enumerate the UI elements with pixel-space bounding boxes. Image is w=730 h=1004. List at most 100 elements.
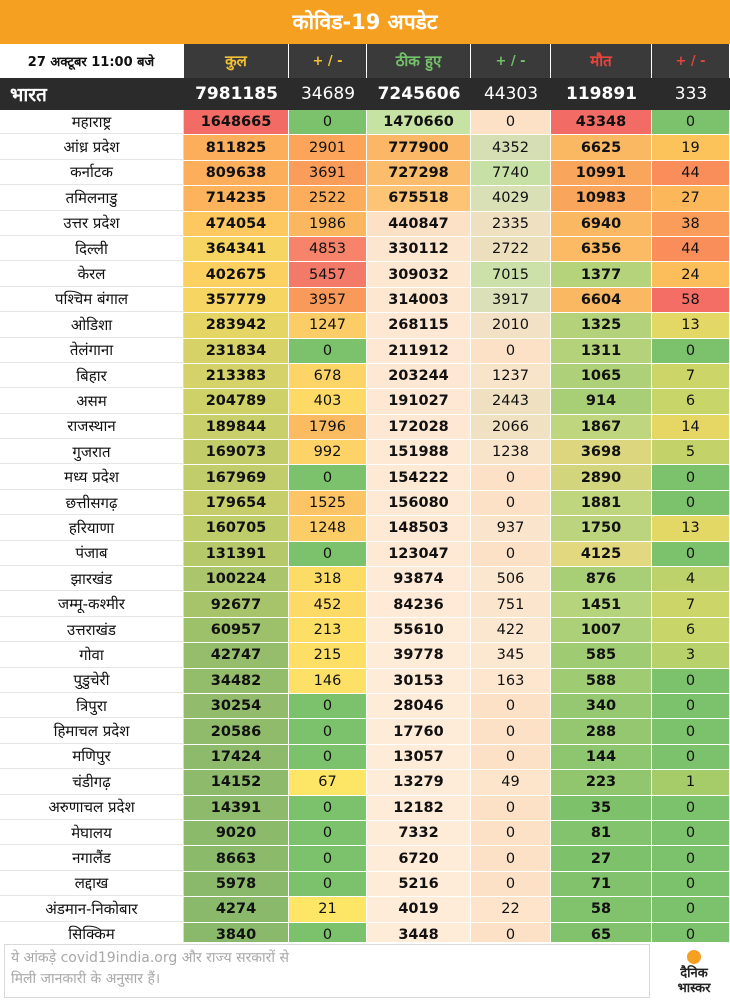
deaths: 288 <box>551 719 652 744</box>
deaths-change: 13 <box>652 313 730 338</box>
table-row: तेलंगाना 231834 0 211912 0 1311 0 <box>0 338 730 364</box>
deaths-change: 19 <box>652 135 730 160</box>
state-name: मध्य प्रदेश <box>0 465 184 490</box>
recovered: 7332 <box>367 820 471 846</box>
deaths-change: 6 <box>652 389 730 414</box>
deaths-change: 0 <box>652 338 730 363</box>
deaths-change: 0 <box>652 541 730 567</box>
deaths-change: 27 <box>652 186 730 211</box>
table-row: गुजरात 169073 992 151988 1238 3698 5 <box>0 440 730 466</box>
deaths-change: 24 <box>652 262 730 287</box>
table-row: मेघालय 9020 0 7332 0 81 0 <box>0 820 730 847</box>
deaths: 2890 <box>551 465 652 490</box>
column-header-total-change: + / - <box>289 44 367 78</box>
deaths: 10983 <box>551 186 652 211</box>
deaths-change: 6 <box>652 617 730 643</box>
deaths-change: 0 <box>652 668 730 693</box>
table-row: अंडमान-निकोबार 4274 21 4019 22 58 0 <box>0 897 730 923</box>
total-cases-change: 0 <box>289 693 367 719</box>
deaths: 3698 <box>551 440 652 465</box>
total-cases: 357779 <box>184 287 289 313</box>
recovered: 1470660 <box>367 110 471 135</box>
deaths-change: 4 <box>652 567 730 592</box>
deaths: 1311 <box>551 338 652 363</box>
state-name: अंडमान-निकोबार <box>0 897 184 922</box>
recovered-change: 1237 <box>471 363 551 389</box>
total-cases: 14152 <box>184 770 289 795</box>
recovered-change: 0 <box>471 110 551 135</box>
deaths-change: 14 <box>652 414 730 440</box>
recovered: 93874 <box>367 567 471 592</box>
total-cases-change: 452 <box>289 592 367 617</box>
recovered-change: 2443 <box>471 389 551 414</box>
table-row: उत्तर प्रदेश 474054 1986 440847 2335 6940 38 <box>0 211 730 237</box>
recovered-change: 163 <box>471 668 551 693</box>
column-header-deaths-change: + / - <box>652 44 730 78</box>
total-cases-change: 318 <box>289 567 367 592</box>
total-cases: 179654 <box>184 490 289 516</box>
table-row: उत्तराखंड 60957 213 55610 422 1007 6 <box>0 617 730 644</box>
deaths-change: 44 <box>652 160 730 186</box>
total-cases: 42747 <box>184 643 289 668</box>
table-row: अरुणाचल प्रदेश 14391 0 12182 0 35 0 <box>0 795 730 821</box>
deaths-change: 0 <box>652 693 730 719</box>
recovered: 156080 <box>367 490 471 516</box>
table-row: जम्मू-कश्मीर 92677 452 84236 751 1451 7 <box>0 592 730 618</box>
total-cases: 714235 <box>184 186 289 211</box>
deaths: 6604 <box>551 287 652 313</box>
total-cases-change: 0 <box>289 338 367 363</box>
recovered-change: 4029 <box>471 186 551 211</box>
deaths-change: 0 <box>652 897 730 922</box>
total-cases-change: 1796 <box>289 414 367 440</box>
table-row: बिहार 213383 678 203244 1237 1065 7 <box>0 363 730 390</box>
state-name: चंडीगढ़ <box>0 770 184 795</box>
recovered: 148503 <box>367 516 471 541</box>
total-cases: 131391 <box>184 541 289 567</box>
recovered-change: 0 <box>471 490 551 516</box>
deaths-change: 58 <box>652 287 730 313</box>
recovered: 191027 <box>367 389 471 414</box>
state-name: जम्मू-कश्मीर <box>0 592 184 617</box>
sun-icon <box>687 950 701 964</box>
state-name: महाराष्ट्र <box>0 110 184 135</box>
recovered-change: 3917 <box>471 287 551 313</box>
table-row: आंध्र प्रदेश 811825 2901 777900 4352 6625 19 <box>0 135 730 161</box>
recovered: 17760 <box>367 719 471 744</box>
table-row: गोवा 42747 215 39778 345 585 3 <box>0 643 730 669</box>
deaths: 43348 <box>551 110 652 135</box>
recovered: 123047 <box>367 541 471 567</box>
state-name: तेलंगाना <box>0 338 184 363</box>
state-name: लद्दाख <box>0 871 184 897</box>
deaths-change: 38 <box>652 211 730 236</box>
recovered-change: 2066 <box>471 414 551 440</box>
recovered: 30153 <box>367 668 471 693</box>
recovered: 28046 <box>367 693 471 719</box>
total-cases-change: 0 <box>289 719 367 744</box>
recovered: 203244 <box>367 363 471 389</box>
state-name: मणिपुर <box>0 744 184 770</box>
recovered: 440847 <box>367 211 471 236</box>
dainik-bhaskar-logo: दैनिक भास्कर <box>664 948 724 1000</box>
state-name: नगालैंड <box>0 846 184 871</box>
table-row: कर्नाटक 809638 3691 727298 7740 10991 44 <box>0 160 730 187</box>
column-header-recovered-change: + / - <box>471 44 551 78</box>
page-title: कोविड-19 अपडेट <box>0 0 730 44</box>
total-cases: 20586 <box>184 719 289 744</box>
recovered: 5216 <box>367 871 471 897</box>
state-name: तमिलनाडु <box>0 186 184 211</box>
recovered-change: 0 <box>471 795 551 820</box>
recovered: 13057 <box>367 744 471 770</box>
state-name: दिल्ली <box>0 236 184 262</box>
total-cases: 92677 <box>184 592 289 617</box>
total-cases-change: 0 <box>289 465 367 490</box>
total-cases: 8663 <box>184 846 289 871</box>
total-cases-change: 0 <box>289 820 367 846</box>
deaths: 1377 <box>551 262 652 287</box>
state-name: गुजरात <box>0 440 184 465</box>
deaths-change: 1 <box>652 770 730 795</box>
recovered-change: 2010 <box>471 313 551 338</box>
recovered-change: 506 <box>471 567 551 592</box>
deaths-change: 0 <box>652 795 730 820</box>
logo-text-line1: दैनिक <box>680 966 708 981</box>
total-cases: 809638 <box>184 160 289 186</box>
